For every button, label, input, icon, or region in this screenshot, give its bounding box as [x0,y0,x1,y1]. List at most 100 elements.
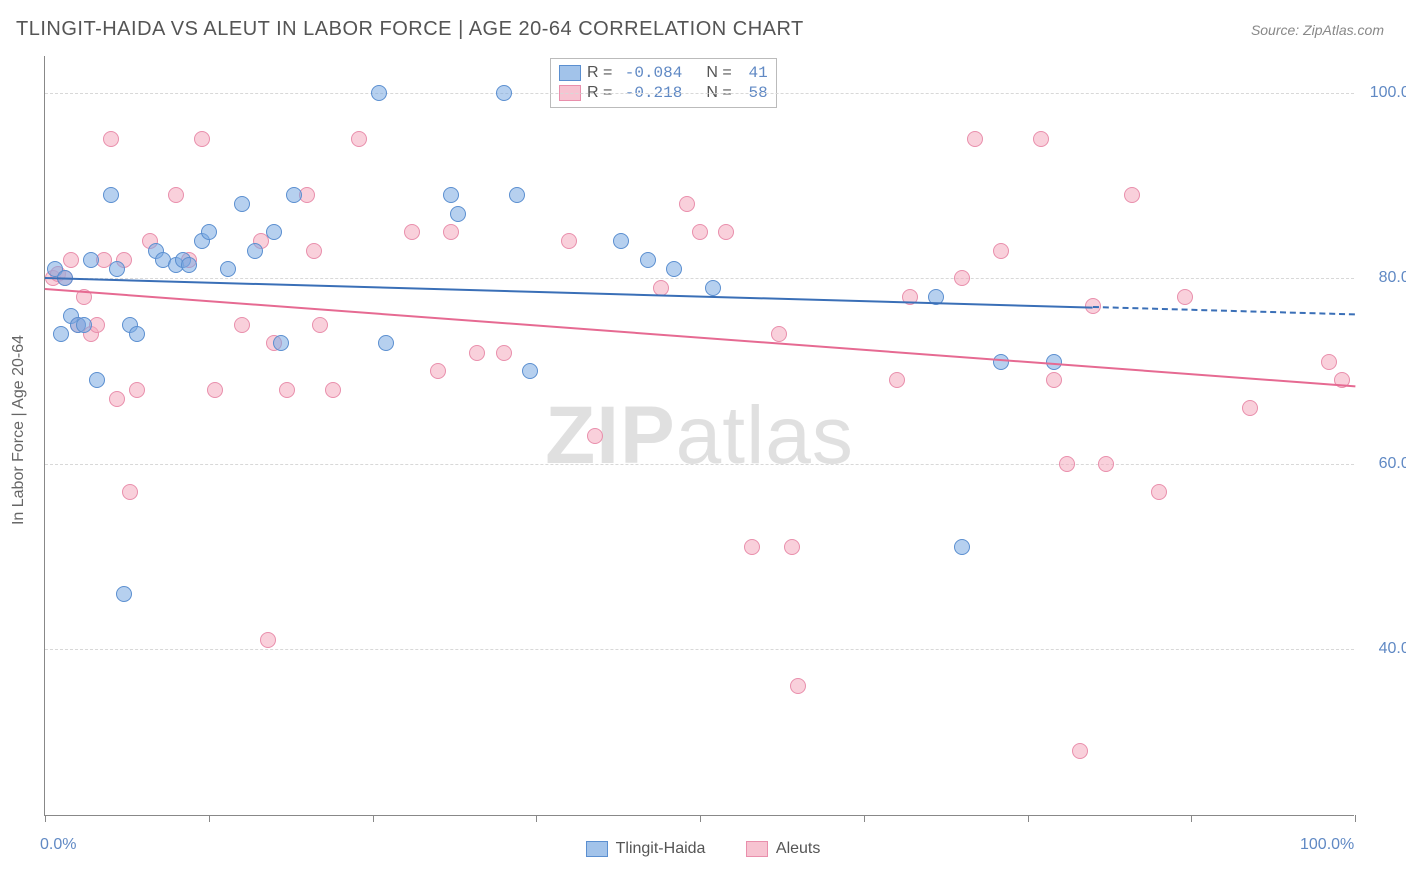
grid-line [45,649,1354,650]
data-point [679,196,695,212]
data-point [1242,400,1258,416]
data-point [993,243,1009,259]
x-tick [1191,815,1192,822]
x-tick [209,815,210,822]
data-point [450,206,466,222]
data-point [371,85,387,101]
n-label: N = [706,64,731,82]
data-point [109,391,125,407]
data-point [1151,484,1167,500]
data-point [168,187,184,203]
data-point [430,363,446,379]
data-point [247,243,263,259]
data-point [889,372,905,388]
data-point [469,345,485,361]
data-point [279,382,295,398]
data-point [587,428,603,444]
data-point [522,363,538,379]
data-point [207,382,223,398]
data-point [103,187,119,203]
data-point [404,224,420,240]
data-point [561,233,577,249]
scatter-plot-area: ZIPatlas R = -0.084 N = 41 R = -0.218 N … [44,56,1354,816]
regression-line [45,288,1355,387]
x-tick [536,815,537,822]
data-point [1072,743,1088,759]
legend-item-tlingit: Tlingit-Haida [586,840,706,858]
data-point [744,539,760,555]
data-point [954,539,970,555]
data-point [260,632,276,648]
data-point [954,270,970,286]
data-point [129,382,145,398]
grid-line [45,464,1354,465]
data-point [666,261,682,277]
watermark-bold: ZIP [545,390,676,481]
regression-line [1093,306,1355,315]
data-point [613,233,629,249]
data-point [266,224,282,240]
y-tick-label: 40.0% [1364,640,1406,658]
data-point [234,196,250,212]
data-point [1046,372,1062,388]
data-point [718,224,734,240]
data-point [443,224,459,240]
data-point [784,539,800,555]
legend-item-aleuts: Aleuts [746,840,820,858]
y-tick-label: 60.0% [1364,455,1406,473]
data-point [967,131,983,147]
data-point [1033,131,1049,147]
y-axis-label: In Labor Force | Age 20-64 [10,335,28,525]
data-point [83,252,99,268]
data-point [1059,456,1075,472]
data-point [129,326,145,342]
grid-line [45,278,1354,279]
data-point [509,187,525,203]
grid-line [45,93,1354,94]
data-point [705,280,721,296]
watermark-light: atlas [676,390,854,481]
correlation-legend-box: R = -0.084 N = 41 R = -0.218 N = 58 [550,58,777,108]
data-point [325,382,341,398]
x-tick [700,815,701,822]
x-tick [45,815,46,822]
x-tick [864,815,865,822]
x-tick [1355,815,1356,822]
data-point [53,326,69,342]
legend-label: Tlingit-Haida [616,840,706,858]
data-point [351,131,367,147]
data-point [771,326,787,342]
data-point [181,257,197,273]
data-point [103,131,119,147]
legend-label: Aleuts [776,840,820,858]
source-attribution: Source: ZipAtlas.com [1251,22,1384,38]
data-point [1177,289,1193,305]
swatch-blue-icon [559,65,581,81]
data-point [1124,187,1140,203]
y-tick-label: 100.0% [1364,84,1406,102]
data-point [312,317,328,333]
data-point [496,85,512,101]
data-point [63,252,79,268]
data-point [109,261,125,277]
data-point [116,586,132,602]
r-value: -0.084 [618,64,682,82]
series-legend: Tlingit-Haida Aleuts [0,840,1406,862]
r-label: R = [587,64,612,82]
x-tick [373,815,374,822]
x-tick-label: 0.0% [40,836,76,854]
n-value: 41 [738,64,768,82]
data-point [443,187,459,203]
x-tick-label: 100.0% [1300,836,1354,854]
data-point [378,335,394,351]
data-point [306,243,322,259]
data-point [76,317,92,333]
swatch-blue-icon [586,841,608,857]
data-point [1098,456,1114,472]
data-point [201,224,217,240]
chart-title: TLINGIT-HAIDA VS ALEUT IN LABOR FORCE | … [16,18,804,41]
data-point [273,335,289,351]
data-point [194,131,210,147]
data-point [640,252,656,268]
y-tick-label: 80.0% [1364,269,1406,287]
